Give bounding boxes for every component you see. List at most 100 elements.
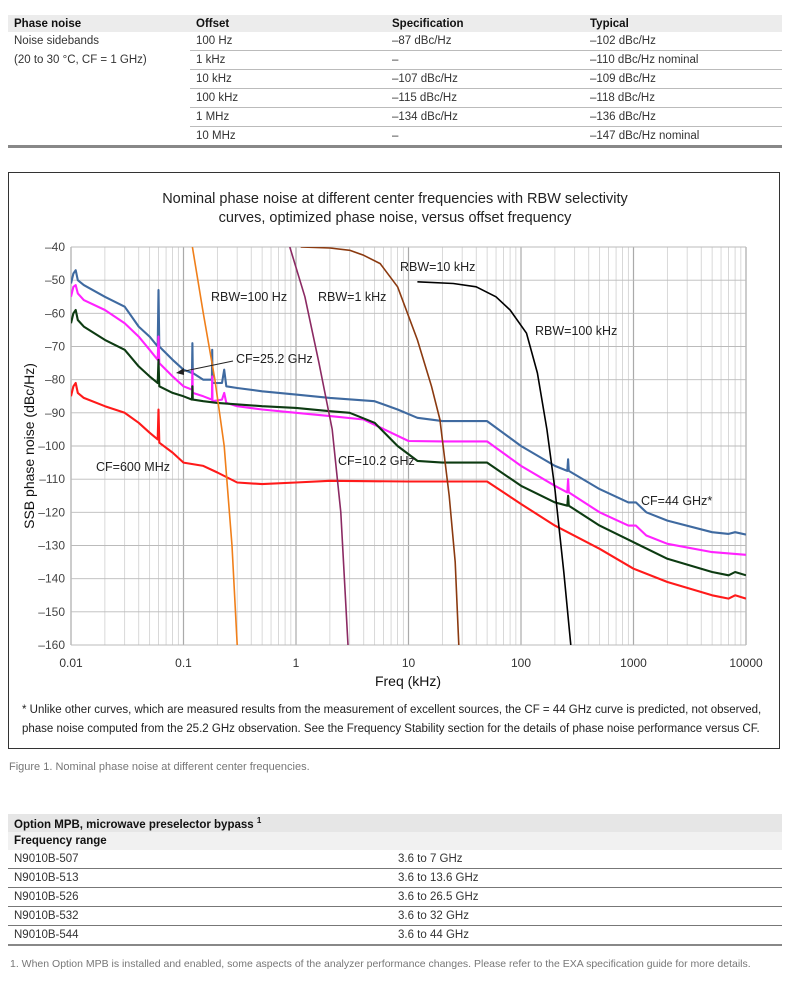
- series-rbw-100-khz: [417, 281, 572, 645]
- mpb-table: Option MPB, microwave preselector bypass…: [8, 814, 782, 946]
- frequency-range-header: Frequency range: [8, 832, 782, 850]
- annotation-label: CF=600 MHz: [96, 460, 170, 474]
- footnote-ref: 1: [256, 815, 262, 825]
- chart-footnote-line2: phase noise computed from the 25.2 GHz o…: [22, 723, 760, 735]
- y-tick-label: –100: [38, 439, 65, 453]
- mpb-title: Option MPB, microwave preselector bypass: [14, 818, 254, 831]
- x-tick-label: 1000: [620, 656, 647, 670]
- phase-noise-table: Phase noise Offset Specification Typical…: [8, 15, 782, 148]
- y-tick-label: –160: [38, 638, 65, 652]
- offset-cell: 100 Hz: [190, 32, 386, 51]
- x-tick-label: 10: [402, 656, 416, 670]
- series-rbw-10-khz: [300, 247, 460, 645]
- typical-cell: –102 dBc/Hz: [584, 32, 782, 51]
- chart-title-line2: curves, optimized phase noise, versus of…: [219, 210, 573, 226]
- table-row: N9010B-526 3.6 to 26.5 GHz: [8, 887, 782, 907]
- spec-cell: –107 dBc/Hz: [386, 69, 584, 89]
- annotation-label: CF=10.2 GHz: [338, 454, 415, 468]
- header-offset: Offset: [190, 15, 386, 32]
- series-cf-600-mhz: [71, 381, 746, 600]
- y-tick-label: –90: [45, 406, 65, 420]
- table-row: N9010B-532 3.6 to 32 GHz: [8, 906, 782, 926]
- table-row: 10 kHz –107 dBc/Hz –109 dBc/Hz: [8, 69, 782, 89]
- typical-cell: –118 dBc/Hz: [584, 88, 782, 108]
- y-tick-label: –150: [38, 605, 65, 619]
- model-cell: N9010B-532: [8, 906, 392, 926]
- figure-caption: Figure 1. Nominal phase noise at differe…: [9, 761, 310, 773]
- series-cf-44-ghz: [71, 269, 746, 536]
- spec-cell: –115 dBc/Hz: [386, 88, 584, 108]
- x-tick-label: 0.01: [59, 656, 83, 670]
- y-tick-label: –40: [45, 240, 65, 254]
- header-phase-noise: Phase noise: [8, 15, 190, 32]
- offset-cell: 1 kHz: [190, 50, 386, 70]
- table-row: (20 to 30 °C, CF = 1 GHz) 1 kHz – –110 dBc/…: [8, 50, 782, 70]
- range-cell: 3.6 to 44 GHz: [392, 925, 782, 946]
- model-cell: N9010B-507: [8, 850, 392, 869]
- y-tick-label: –120: [38, 505, 65, 519]
- range-cell: 3.6 to 13.6 GHz: [392, 868, 782, 888]
- table-row: N9010B-544 3.6 to 44 GHz: [8, 925, 782, 946]
- offset-cell: 1 MHz: [190, 107, 386, 127]
- typical-cell: –109 dBc/Hz: [584, 69, 782, 89]
- typical-cell: –110 dBc/Hz nominal: [584, 50, 782, 70]
- x-tick-label: 0.1: [175, 656, 192, 670]
- y-tick-label: –80: [45, 373, 65, 387]
- y-tick-label: –70: [45, 340, 65, 354]
- range-cell: 3.6 to 26.5 GHz: [392, 887, 782, 907]
- range-cell: 3.6 to 32 GHz: [392, 906, 782, 926]
- y-tick-label: –140: [38, 572, 65, 586]
- offset-cell: 100 kHz: [190, 88, 386, 108]
- annotation-label: CF=44 GHz*: [641, 494, 712, 508]
- table-footnote: 1. When Option MPB is installed and enab…: [10, 958, 751, 970]
- annotation-label: CF=25.2 GHz: [236, 352, 313, 366]
- table-row: 100 kHz –115 dBc/Hz –118 dBc/Hz: [8, 88, 782, 108]
- chart-footnote: * Unlike other curves, which are measure…: [22, 701, 762, 739]
- phase-noise-chart: Nominal phase noise at different center …: [21, 191, 763, 689]
- y-axis-label: SSB phase noise (dBc/Hz): [21, 363, 37, 529]
- annotation-label: RBW=100 Hz: [211, 290, 287, 304]
- annotation-label: RBW=1 kHz: [318, 290, 386, 304]
- offset-cell: 10 MHz: [190, 126, 386, 148]
- annotation-arrow-line: [179, 360, 234, 373]
- table-row: 10 MHz – –147 dBc/Hz nominal: [8, 126, 782, 148]
- series-rbw-100-hz: [191, 247, 238, 645]
- row-label-conditions: (20 to 30 °C, CF = 1 GHz): [14, 54, 147, 66]
- spec-cell: –87 dBc/Hz: [386, 32, 584, 51]
- annotation-label: RBW=10 kHz: [400, 260, 475, 274]
- table-row: 1 MHz –134 dBc/Hz –136 dBc/Hz: [8, 107, 782, 127]
- table-row: N9010B-513 3.6 to 13.6 GHz: [8, 868, 782, 888]
- offset-cell: 10 kHz: [190, 69, 386, 89]
- model-cell: N9010B-544: [8, 925, 392, 946]
- y-tick-label: –60: [45, 306, 65, 320]
- series-cf-10-2-ghz: [71, 308, 746, 577]
- chart-title-line1: Nominal phase noise at different center …: [162, 191, 628, 207]
- y-tick-label: –110: [39, 472, 65, 486]
- x-tick-label: 10000: [729, 656, 763, 670]
- row-label: Noise sidebands: [14, 35, 100, 48]
- arrowhead-icon: [176, 368, 184, 375]
- x-tick-label: 1: [293, 656, 300, 670]
- typical-cell: –147 dBc/Hz nominal: [584, 126, 782, 148]
- model-cell: N9010B-526: [8, 887, 392, 907]
- spec-cell: –: [386, 50, 584, 70]
- spec-cell: –: [386, 126, 584, 148]
- typical-cell: –136 dBc/Hz: [584, 107, 782, 127]
- table-row: Noise sidebands 100 Hz –87 dBc/Hz –102 dBc/…: [8, 32, 782, 51]
- chart-footnote-line1: * Unlike other curves, which are measure…: [22, 704, 762, 716]
- model-cell: N9010B-513: [8, 868, 392, 888]
- spec-cell: –134 dBc/Hz: [386, 107, 584, 127]
- y-tick-label: –50: [45, 273, 65, 287]
- series-rbw-1-khz: [289, 247, 349, 645]
- header-typical: Typical: [584, 15, 782, 32]
- annotation-label: RBW=100 kHz: [535, 324, 617, 338]
- x-tick-label: 100: [511, 656, 531, 670]
- table-title-row: Option MPB, microwave preselector bypass…: [8, 814, 782, 832]
- chart-frame: [8, 172, 780, 749]
- table-header-row: Phase noise Offset Specification Typical: [8, 15, 782, 32]
- table-row: N9010B-507 3.6 to 7 GHz: [8, 850, 782, 869]
- y-tick-label: –130: [38, 539, 65, 553]
- x-axis-label: Freq (kHz): [375, 673, 441, 689]
- range-cell: 3.6 to 7 GHz: [392, 850, 782, 869]
- header-specification: Specification: [386, 15, 584, 32]
